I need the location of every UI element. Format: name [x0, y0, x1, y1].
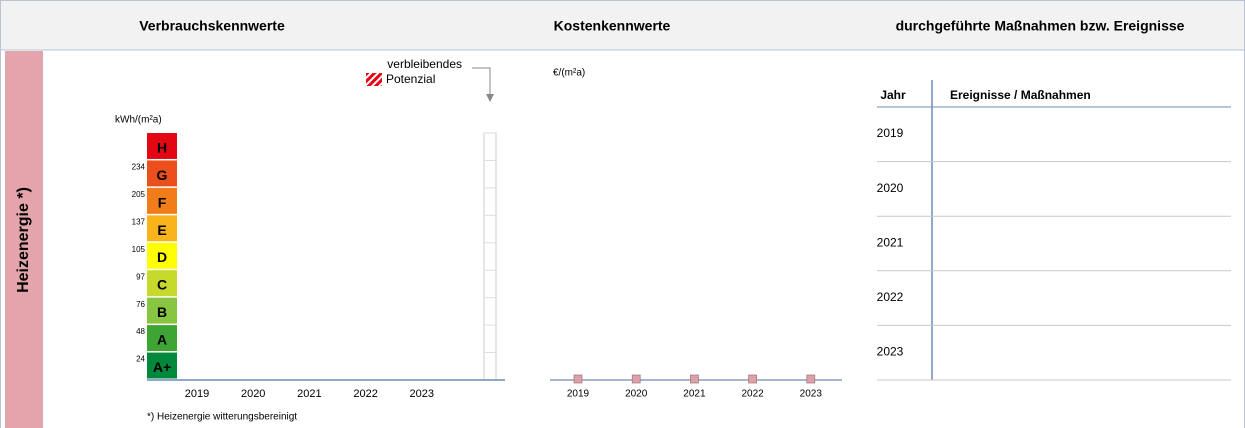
class-label: G: [157, 167, 168, 183]
class-threshold: 24: [136, 355, 145, 364]
class-segment: [147, 270, 177, 297]
class-label: B: [157, 304, 167, 320]
class-label: F: [158, 194, 167, 210]
cost-marker: [806, 374, 816, 384]
table-header: Jahr: [880, 88, 906, 102]
table-year: 2021: [877, 235, 904, 249]
side-label: Heizenergie *): [15, 187, 32, 293]
section-title: Kostenkennwerte: [554, 18, 671, 34]
class-threshold: 76: [136, 300, 145, 309]
year-label: 2022: [741, 389, 764, 400]
unit-label: kWh/(m²a): [115, 115, 162, 126]
year-label: 2023: [800, 389, 823, 400]
class-threshold: 234: [132, 163, 146, 172]
legend-arrow: [472, 67, 491, 96]
table-year: 2020: [877, 181, 904, 195]
section-title: durchgeführte Maßnahmen bzw. Ereignisse: [896, 18, 1185, 34]
class-segment: [147, 242, 177, 269]
year-label: 2022: [353, 388, 377, 400]
year-label: 2019: [185, 388, 209, 400]
class-threshold: 48: [136, 327, 145, 336]
table-year: 2019: [877, 126, 904, 140]
unit-label: €/(m²a): [553, 68, 585, 79]
section-title: Verbrauchskennwerte: [139, 18, 285, 34]
year-label: 2019: [567, 389, 590, 400]
year-label: 2020: [625, 389, 648, 400]
class-label: H: [157, 139, 167, 155]
class-threshold: 137: [132, 217, 146, 226]
class-segment: [147, 297, 177, 324]
year-label: 2020: [241, 388, 265, 400]
class-label: A: [157, 332, 167, 348]
side-band: [5, 51, 43, 428]
year-label: 2023: [410, 388, 434, 400]
class-threshold: 97: [136, 272, 145, 281]
cost-marker: [748, 374, 757, 384]
cost-marker: [631, 374, 641, 384]
legend-swatch: [366, 73, 382, 86]
table-header: Ereignisse / Maßnahmen: [950, 88, 1091, 102]
footnote: *) Heizenergie witterungsbereinigt: [147, 412, 297, 423]
class-segment: [147, 352, 177, 379]
class-label: E: [157, 222, 166, 238]
class-segment: [147, 187, 177, 214]
class-segment: [147, 325, 177, 352]
potential-column: [483, 132, 497, 381]
year-label: 2021: [297, 388, 321, 400]
class-threshold: 205: [132, 190, 146, 199]
cost-marker: [573, 374, 583, 384]
class-threshold: 105: [132, 245, 146, 254]
class-segment: [147, 133, 177, 159]
header-band: [1, 1, 1244, 50]
cost-marker: [690, 374, 699, 384]
year-label: 2021: [683, 389, 706, 400]
legend-arrow-head: [486, 94, 494, 102]
class-label: C: [157, 277, 167, 293]
table-year: 2023: [877, 345, 904, 359]
class-label: D: [157, 249, 167, 265]
legend-text: verbleibendes: [387, 57, 462, 71]
table-year: 2022: [877, 290, 904, 304]
class-segment: [147, 215, 177, 242]
class-segment: [147, 160, 177, 187]
class-label: A+: [153, 359, 171, 375]
legend-text: Potenzial: [386, 72, 435, 86]
